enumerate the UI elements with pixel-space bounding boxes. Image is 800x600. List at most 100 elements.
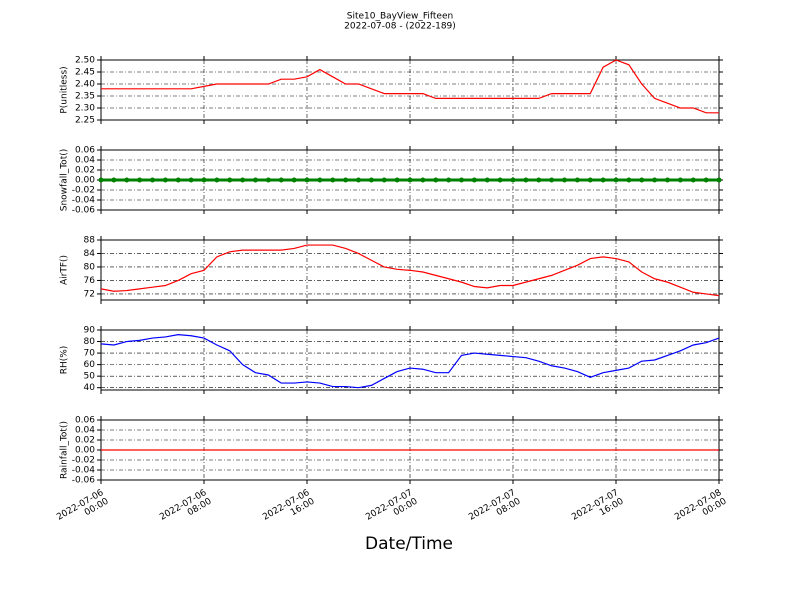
data-point — [253, 177, 258, 183]
plot-frame — [100, 329, 720, 391]
x-tick-label: 2022-07-07 00:00 — [364, 488, 420, 532]
data-point — [484, 177, 490, 183]
x-tick-label: 2022-07-08 00:00 — [673, 488, 729, 532]
data-point — [471, 177, 477, 183]
data-point — [124, 177, 130, 183]
y-tick-label: 72 — [84, 289, 95, 299]
data-point — [677, 177, 683, 183]
data-point — [407, 177, 413, 183]
figure-subtitle: 2022-07-08 - (2022-189) — [344, 22, 456, 32]
y-tick-label: 0.00 — [75, 176, 95, 186]
data-point — [394, 177, 400, 183]
data-point — [536, 177, 542, 183]
data-point — [111, 177, 117, 183]
y-tick-label: 40 — [84, 383, 96, 393]
data-point — [549, 177, 555, 183]
data-point — [587, 177, 593, 183]
y-tick-label: -0.06 — [72, 476, 96, 486]
y-axis-label: AirTF() — [60, 255, 70, 285]
data-point — [150, 177, 155, 183]
y-tick-label: 0.00 — [75, 446, 95, 456]
data-point — [330, 177, 336, 183]
plot-frame — [100, 239, 720, 301]
y-tick-label: 2.40 — [75, 80, 95, 90]
x-tick-label: 2022-07-07 08:00 — [467, 488, 523, 532]
data-point — [137, 177, 143, 183]
y-tick-label: 2.25 — [75, 116, 95, 126]
data-point — [201, 177, 207, 183]
data-point — [420, 177, 426, 183]
data-point — [626, 177, 632, 183]
y-tick-label: 80 — [84, 262, 96, 272]
data-point — [175, 177, 181, 183]
data-point — [613, 177, 619, 183]
y-tick-label: 88 — [84, 236, 96, 246]
y-tick-label: -0.02 — [72, 186, 95, 196]
plot-frame — [100, 59, 720, 121]
x-axis-label: Date/Time — [365, 534, 453, 554]
x-tick-label: 2022-07-06 08:00 — [158, 488, 214, 532]
data-line — [101, 59, 719, 114]
y-tick-label: 2.35 — [75, 92, 95, 102]
data-point — [446, 177, 452, 183]
data-point — [240, 177, 246, 183]
y-tick-label: -0.04 — [72, 196, 96, 206]
y-tick-label: 2.45 — [75, 68, 95, 78]
y-tick-label: 90 — [84, 326, 96, 336]
y-axis-label: Rainfall_Tot() — [60, 421, 70, 479]
y-tick-label: -0.04 — [72, 466, 96, 476]
y-tick-label: 84 — [84, 249, 96, 259]
y-tick-label: 0.06 — [75, 416, 95, 426]
data-point — [304, 177, 310, 183]
y-tick-label: 70 — [84, 349, 96, 359]
y-axis-label: Snowfall_Tot() — [60, 149, 70, 212]
data-point — [214, 177, 220, 183]
y-tick-label: 50 — [84, 372, 96, 382]
data-line — [100, 334, 720, 389]
data-point — [510, 177, 516, 183]
data-point — [317, 177, 323, 183]
data-line — [100, 244, 720, 297]
data-point — [523, 177, 529, 183]
y-axis-label: P(unitless) — [60, 66, 70, 113]
data-point — [381, 177, 387, 183]
y-tick-label: 0.04 — [75, 156, 95, 166]
data-point — [600, 177, 606, 183]
data-point — [574, 177, 580, 183]
data-point — [98, 177, 104, 183]
y-tick-label: 60 — [84, 360, 96, 370]
y-tick-label: -0.02 — [72, 456, 95, 466]
y-tick-label: 0.02 — [75, 166, 95, 176]
data-point — [690, 177, 696, 183]
y-tick-label: -0.06 — [72, 206, 96, 216]
data-point — [227, 177, 233, 183]
y-tick-label: 0.06 — [75, 146, 95, 156]
y-tick-label: 80 — [84, 337, 96, 347]
data-point — [562, 177, 567, 183]
figure-title: Site10_BayView_Fifteen — [347, 12, 453, 22]
x-tick-label: 2022-07-07 16:00 — [570, 488, 626, 532]
y-tick-label: 2.30 — [75, 104, 95, 114]
data-point — [652, 177, 658, 183]
data-point — [162, 177, 168, 183]
y-tick-label: 0.02 — [75, 436, 95, 446]
data-point — [497, 177, 503, 183]
y-tick-label: 0.04 — [75, 426, 95, 436]
data-point — [665, 177, 670, 183]
data-point — [433, 177, 439, 183]
data-point — [459, 177, 464, 183]
data-point — [265, 177, 271, 183]
data-point — [188, 177, 194, 183]
data-point — [291, 177, 297, 183]
data-point — [343, 177, 349, 183]
data-point — [278, 177, 284, 183]
x-tick-label: 2022-07-06 16:00 — [261, 488, 317, 532]
y-tick-label: 76 — [84, 276, 96, 286]
x-tick-label: 2022-07-06 00:00 — [55, 488, 111, 532]
data-point — [356, 177, 361, 183]
y-axis-label: RH(%) — [60, 346, 70, 375]
data-point — [639, 177, 645, 183]
data-point — [716, 177, 722, 183]
data-point — [703, 177, 709, 183]
